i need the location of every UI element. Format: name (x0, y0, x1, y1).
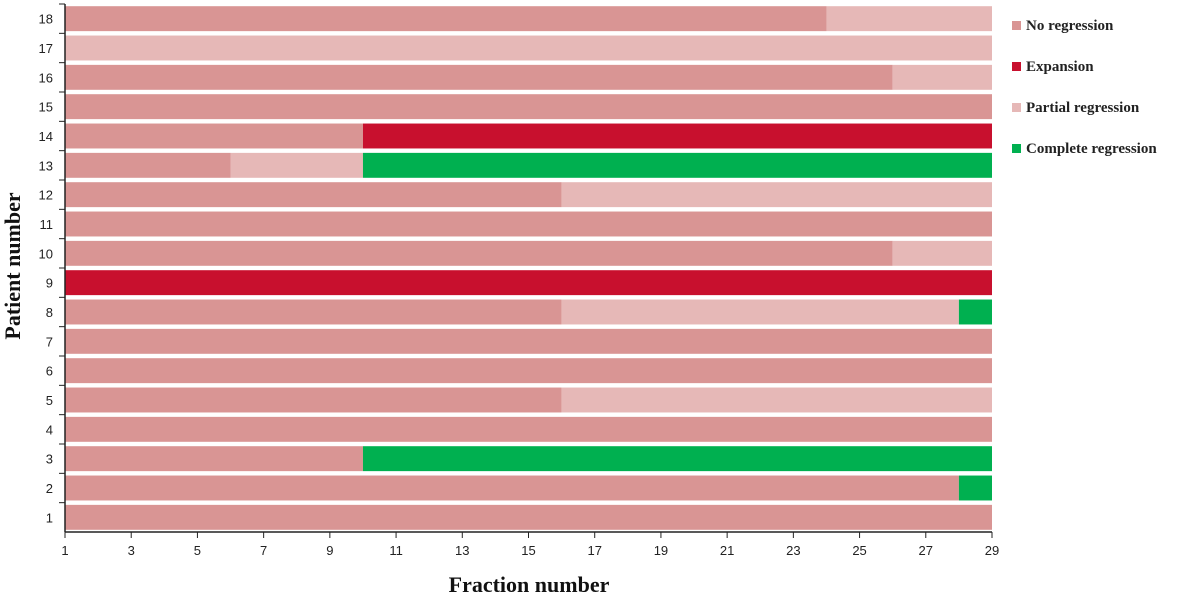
legend-label-comp: Complete regression (1026, 141, 1157, 157)
y-tick-label: 16 (39, 70, 53, 85)
x-tick-label: 3 (128, 543, 135, 558)
x-tick-label: 23 (786, 543, 800, 558)
bar-segment-patient-14-1 (65, 123, 363, 149)
bar-segment-patient-11-1 (65, 211, 992, 237)
bar-segment-patient-12-2 (561, 182, 992, 208)
y-tick-label: 9 (46, 276, 53, 291)
legend-label-exp: Expansion (1026, 59, 1094, 75)
y-tick-label: 18 (39, 12, 53, 27)
y-tick-label: 6 (46, 364, 53, 379)
legend-swatch-part (1012, 103, 1021, 112)
bar-segment-patient-16-1 (65, 64, 893, 90)
x-tick-label: 29 (985, 543, 999, 558)
legend-label-part: Partial regression (1026, 100, 1140, 116)
y-tick-label: 13 (39, 158, 53, 173)
bar-segment-patient-4-1 (65, 416, 992, 442)
bar-segment-patient-13-2 (230, 152, 363, 178)
bar-segment-patient-13-1 (65, 152, 231, 178)
bar-segment-patient-8-2 (561, 299, 959, 325)
x-tick-label: 17 (587, 543, 601, 558)
legend-label-no: No regression (1026, 18, 1114, 34)
bar-segment-patient-13-3 (362, 152, 992, 178)
x-tick-label: 7 (260, 543, 267, 558)
bar-segment-patient-18-1 (65, 6, 827, 32)
bar-segment-patient-14-2 (362, 123, 992, 149)
legend: No regression Expansion Partial regression… (1012, 18, 1157, 157)
bar-segment-patient-5-2 (561, 387, 992, 413)
x-tick-label: 1 (61, 543, 68, 558)
y-tick-label: 17 (39, 41, 53, 56)
y-tick-label: 4 (46, 422, 53, 437)
x-tick-label: 21 (720, 543, 734, 558)
x-tick-labels: 1 3 5 7 9 11 13 15 17 19 21 23 25 27 29 (61, 532, 999, 558)
bar-segment-patient-8-3 (958, 299, 992, 325)
bar-segment-patient-12-1 (65, 182, 562, 208)
bars-layer (65, 6, 992, 530)
y-tick-label: 10 (39, 246, 53, 261)
legend-swatch-exp (1012, 62, 1021, 71)
x-tick-label: 9 (326, 543, 333, 558)
y-tick-label: 11 (40, 217, 54, 232)
bar-segment-patient-15-1 (65, 94, 992, 120)
bar-segment-patient-8-1 (65, 299, 562, 325)
y-tick-label: 3 (46, 452, 53, 467)
bar-segment-patient-9-1 (65, 270, 992, 296)
x-tick-label: 27 (919, 543, 933, 558)
x-axis-title: Fraction number (449, 572, 610, 594)
y-tick-label: 2 (46, 481, 53, 496)
bar-segment-patient-18-2 (826, 6, 992, 32)
x-tick-label: 19 (654, 543, 668, 558)
y-tick-label: 5 (46, 393, 53, 408)
bar-segment-patient-5-1 (65, 387, 562, 413)
bar-segment-patient-7-1 (65, 328, 992, 354)
y-tick-label: 7 (46, 334, 53, 349)
legend-swatch-comp (1012, 144, 1021, 153)
x-tick-label: 15 (521, 543, 535, 558)
y-tick-label: 12 (39, 188, 53, 203)
bar-segment-patient-10-1 (65, 240, 893, 266)
y-tick-label: 8 (46, 305, 53, 320)
bar-segment-patient-3-2 (362, 446, 992, 472)
bar-segment-patient-17-1 (65, 35, 992, 61)
x-tick-label: 25 (852, 543, 866, 558)
x-tick-label: 11 (389, 543, 403, 558)
y-axis-title: Patient number (0, 192, 25, 340)
bar-segment-patient-6-1 (65, 358, 992, 384)
bar-segment-patient-10-2 (892, 240, 992, 266)
bar-segment-patient-16-2 (892, 64, 992, 90)
bar-segment-patient-2-2 (958, 475, 992, 501)
bar-segment-patient-2-1 (65, 475, 959, 501)
x-tick-label: 13 (455, 543, 469, 558)
y-tick-label: 15 (39, 100, 53, 115)
y-tick-label: 14 (39, 129, 53, 144)
bar-segment-patient-1-1 (65, 504, 992, 530)
x-tick-label: 5 (194, 543, 201, 558)
bar-segment-patient-3-1 (65, 446, 363, 472)
legend-swatch-no (1012, 21, 1021, 30)
y-tick-label: 1 (46, 510, 53, 525)
